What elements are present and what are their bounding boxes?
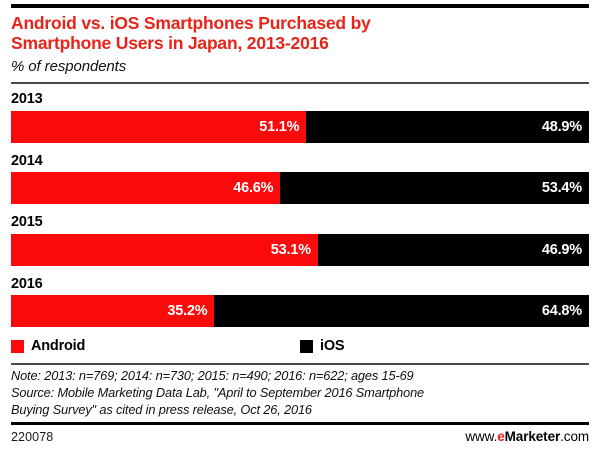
- bar-group-2014: 2014 46.6% 53.4%: [11, 151, 589, 205]
- emarketer-logo[interactable]: www.eMarketer.com: [465, 429, 589, 444]
- source-line-2: Buying Survey" as cited in press release…: [11, 401, 312, 417]
- bar-segment-ios[interactable]: 53.4%: [280, 172, 589, 205]
- bar-value-label: 48.9%: [541, 118, 582, 135]
- chart-footer: 220078 www.eMarketer.com: [11, 429, 589, 444]
- chart-id: 220078: [11, 429, 54, 444]
- brand-com: .com: [560, 429, 589, 445]
- bar-value-label: 46.6%: [233, 180, 274, 197]
- brand-www: www.: [465, 429, 498, 445]
- notes-rule: [11, 363, 589, 366]
- stacked-bar-track: 53.1% 46.9%: [11, 233, 589, 266]
- header-rule-wrap: [11, 82, 589, 85]
- chart-title: Android vs. iOS Smartphones Purchased by…: [11, 13, 371, 54]
- legend-label: iOS: [320, 338, 345, 355]
- footer-rule-wrap: [11, 422, 589, 426]
- bar-segment-ios[interactable]: 46.9%: [317, 233, 589, 266]
- bar-segment-ios[interactable]: 48.9%: [306, 110, 589, 143]
- bar-category-label: 2014: [11, 152, 43, 169]
- bar-segment-android[interactable]: 51.1%: [11, 110, 307, 143]
- chart-subtitle: % of respondents: [11, 58, 127, 76]
- bar-value-label: 35.2%: [167, 303, 208, 320]
- bar-value-label: 64.8%: [541, 303, 582, 320]
- stacked-bar-track: 35.2% 64.8%: [11, 295, 589, 328]
- bar-category-label: 2015: [11, 214, 43, 231]
- brand-e: e: [497, 429, 505, 445]
- notes-block: Note: 2013: n=769; 2014: n=730; 2015: n=…: [11, 368, 589, 418]
- stacked-bar-track: 46.6% 53.4%: [11, 172, 589, 205]
- legend-item-ios[interactable]: iOS: [300, 338, 345, 355]
- bar-segment-android[interactable]: 46.6%: [11, 172, 281, 205]
- bar-category-label: 2013: [11, 91, 43, 108]
- bar-segment-ios[interactable]: 64.8%: [214, 295, 589, 328]
- legend-item-android[interactable]: Android: [11, 338, 300, 354]
- stacked-bar-track: 51.1% 48.9%: [11, 110, 589, 143]
- footer-rule: [11, 422, 589, 426]
- bar-group-2016: 2016 35.2% 64.8%: [11, 274, 589, 328]
- bar-category-label: 2016: [11, 275, 43, 292]
- source-line-1: Source: Mobile Marketing Data Lab, "Apri…: [11, 384, 425, 400]
- bar-segment-android[interactable]: 53.1%: [11, 233, 318, 266]
- bar-group-2013: 2013 51.1% 48.9%: [11, 89, 589, 143]
- chart-header: Android vs. iOS Smartphones Purchased by…: [11, 0, 589, 85]
- bar-value-label: 53.4%: [541, 180, 582, 197]
- bar-value-label: 46.9%: [541, 241, 582, 258]
- legend-label: Android: [31, 338, 86, 355]
- bar-value-label: 51.1%: [259, 118, 300, 135]
- notes-rule-wrap: [11, 363, 589, 366]
- legend-swatch-icon: [300, 339, 313, 353]
- legend-swatch-icon: [11, 339, 24, 353]
- bar-segment-android[interactable]: 35.2%: [11, 295, 215, 328]
- note-line: Note: 2013: n=769; 2014: n=730; 2015: n=…: [11, 368, 414, 384]
- header-rule: [11, 82, 589, 85]
- chart-plot-area: 2013 51.1% 48.9% 2014 46.6% 53.4%: [11, 89, 589, 328]
- brand-name: Marketer: [504, 429, 561, 445]
- top-rule: [11, 4, 589, 8]
- chart-legend: Android iOS: [11, 335, 589, 357]
- bar-value-label: 53.1%: [270, 241, 311, 258]
- bar-group-2015: 2015 53.1% 46.9%: [11, 212, 589, 266]
